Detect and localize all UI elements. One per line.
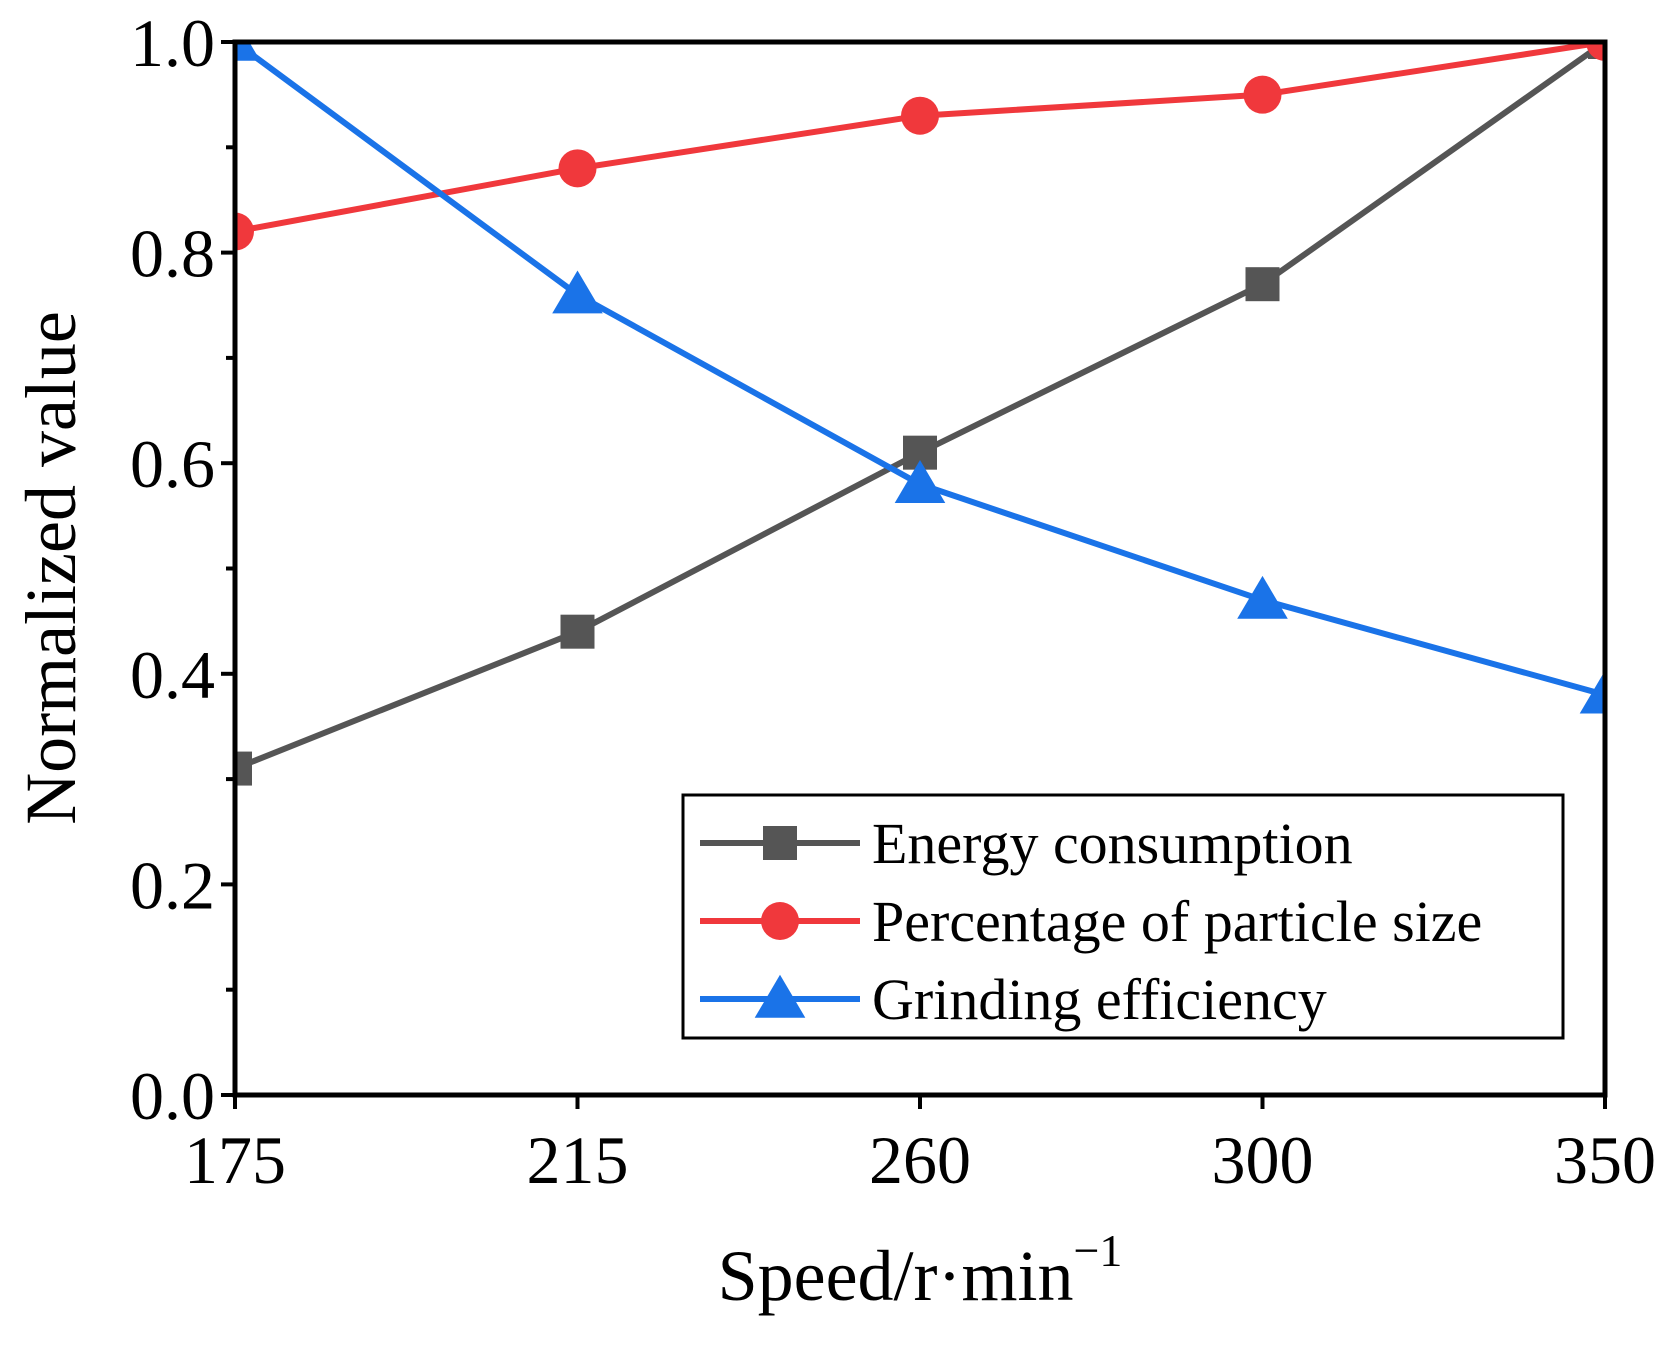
x-tick-label: 260: [869, 1122, 971, 1198]
y-tick-label: 1.0: [130, 5, 215, 81]
data-point-triangle: [235, 42, 261, 61]
series-line: [235, 42, 1605, 698]
legend-marker-circle: [761, 902, 799, 940]
series-line: [235, 42, 1605, 772]
x-axis-title-main: Speed/r·min: [718, 1236, 1074, 1316]
y-axis-title: Normalized value: [11, 311, 91, 825]
y-tick-label: 0.4: [130, 637, 215, 713]
legend-entry: Percentage of particle size: [700, 889, 1482, 954]
series-grinding-efficiency: [235, 42, 1605, 714]
x-axis-title: Speed/r·min−1: [718, 1225, 1123, 1316]
x-axis: 175 215 260 300 350: [184, 1095, 1656, 1198]
x-tick-label: 175: [184, 1122, 286, 1198]
x-axis-title-superscript: −1: [1073, 1225, 1122, 1276]
data-point-triangle: [1579, 670, 1605, 714]
data-point-triangle: [552, 270, 603, 314]
data-point-circle: [235, 212, 254, 251]
series-percentage-of-particle-size: [235, 42, 1605, 251]
series-layer: [235, 42, 1605, 786]
data-point-circle: [901, 96, 939, 135]
data-point-square: [1245, 267, 1280, 302]
legend-label: Grinding efficiency: [872, 967, 1327, 1032]
data-point-square: [560, 614, 595, 649]
legend-marker-square: [763, 826, 797, 860]
legend-entry: Grinding efficiency: [700, 967, 1327, 1032]
series-energy-consumption: [235, 42, 1605, 786]
y-axis: 0.0 0.2 0.4 0.6 0.8 1.0: [130, 5, 235, 1134]
legend-label: Energy consumption: [872, 811, 1353, 876]
data-point-square: [235, 751, 252, 786]
x-tick-label: 215: [527, 1122, 629, 1198]
legend-label: Percentage of particle size: [872, 889, 1482, 954]
data-point-circle: [558, 149, 597, 188]
y-tick-label: 0.8: [130, 216, 215, 292]
y-tick-label: 0.6: [130, 426, 215, 502]
y-tick-label: 0.2: [130, 847, 215, 923]
y-tick-label: 0.0: [130, 1058, 215, 1134]
x-tick-label: 300: [1212, 1122, 1314, 1198]
x-tick-label: 350: [1554, 1122, 1656, 1198]
data-point-circle: [1586, 42, 1605, 61]
legend-entry: Energy consumption: [700, 811, 1353, 876]
legend: Energy consumption Percentage of particle…: [681, 793, 1565, 1040]
data-point-triangle: [894, 460, 946, 503]
data-point-triangle: [1237, 575, 1288, 619]
legend-marker-triangle: [754, 974, 806, 1018]
series-line: [235, 42, 1605, 235]
data-point-circle: [1243, 75, 1282, 114]
